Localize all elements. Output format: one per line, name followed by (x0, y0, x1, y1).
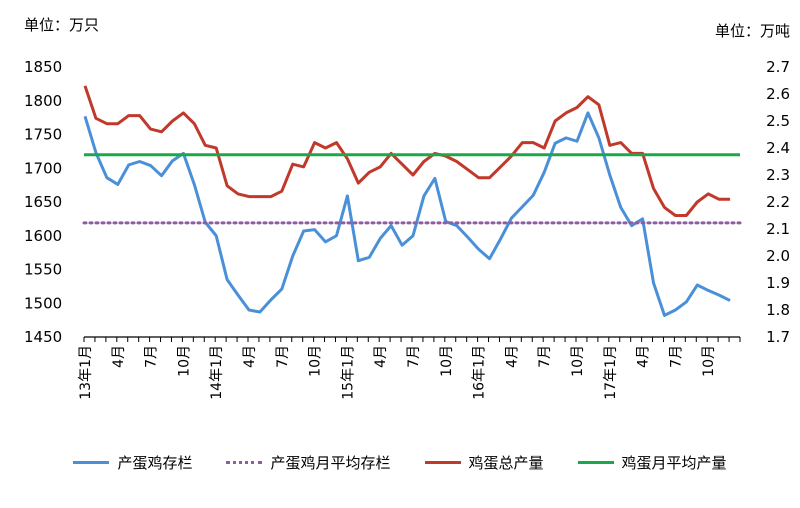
x-axis-tick-label: 4月 (504, 345, 520, 368)
left-axis-tick-label: 1650 (24, 193, 62, 211)
x-axis-tick-label: 17年1月 (603, 345, 619, 400)
right-axis-tick-label: 2.5 (766, 112, 790, 130)
legend-label: 产蛋鸡月平均存栏 (270, 452, 390, 473)
right-axis-tick-label: 2.2 (766, 193, 790, 211)
left-axis-tick-label: 1800 (24, 92, 62, 110)
legend-item-output: 鸡蛋总产量 (425, 452, 544, 473)
legend-label: 鸡蛋总产量 (469, 452, 544, 473)
left-axis-tick-label: 1450 (24, 328, 62, 346)
x-axis-tick-label: 10月 (701, 345, 717, 377)
legend-label: 鸡蛋月平均产量 (622, 452, 727, 473)
right-axis-tick-label: 2.4 (766, 139, 790, 157)
left-axis-tick-label: 1500 (24, 294, 62, 312)
legend-item-output_avg: 鸡蛋月平均产量 (578, 452, 727, 473)
right-axis-tick-label: 2.0 (766, 247, 790, 265)
x-axis-tick-label: 7月 (144, 345, 160, 368)
right-axis-tick-label: 1.7 (766, 328, 790, 346)
series-2-line (85, 86, 730, 216)
x-axis-tick-label: 10月 (570, 345, 586, 377)
right-axis-tick-label: 2.7 (766, 58, 790, 76)
legend-swatch (226, 461, 262, 464)
right-axis-tick-label: 2.6 (766, 85, 790, 103)
legend-swatch (425, 461, 461, 464)
x-axis-tick-label: 7月 (275, 345, 291, 368)
left-axis-tick-label: 1550 (24, 261, 62, 279)
left-axis-unit-label: 单位：万只 (24, 14, 99, 35)
x-axis-tick-label: 7月 (668, 345, 684, 368)
x-axis-tick-label: 4月 (373, 345, 389, 368)
x-axis-tick-label: 4月 (242, 345, 258, 368)
right-axis-tick-label: 2.3 (766, 166, 790, 184)
left-axis-tick-label: 1600 (24, 227, 62, 245)
left-axis-tick-label: 1700 (24, 159, 62, 177)
x-axis-tick-label: 4月 (111, 345, 127, 368)
right-axis-tick-label: 2.1 (766, 220, 790, 238)
right-axis-tick-label: 1.9 (766, 274, 790, 292)
x-axis-tick-label: 16年1月 (472, 345, 488, 400)
left-axis-tick-label: 1850 (24, 58, 62, 76)
x-axis-tick-label: 13年1月 (78, 345, 94, 400)
legend-item-stock_avg: 产蛋鸡月平均存栏 (226, 452, 390, 473)
legend-label: 产蛋鸡存栏 (117, 452, 192, 473)
left-axis-tick-label: 1750 (24, 126, 62, 144)
x-axis-tick-label: 4月 (636, 345, 652, 368)
x-axis-tick-label: 15年1月 (340, 345, 356, 400)
x-axis-tick-label: 10月 (439, 345, 455, 377)
series-0-line (85, 113, 730, 316)
x-axis-tick-label: 7月 (537, 345, 553, 368)
chart-legend: 产蛋鸡存栏 产蛋鸡月平均存栏 鸡蛋总产量 鸡蛋月平均产量 (0, 452, 800, 473)
x-axis-tick-label: 10月 (176, 345, 192, 377)
legend-swatch (73, 461, 109, 464)
x-axis-tick-label: 7月 (406, 345, 422, 368)
right-axis-unit-label: 单位：万吨 (715, 20, 790, 41)
x-axis-tick-label: 14年1月 (209, 345, 225, 400)
legend-swatch (578, 461, 614, 464)
right-axis-tick-label: 1.8 (766, 301, 790, 319)
x-axis-tick-label: 10月 (308, 345, 324, 377)
legend-item-stock: 产蛋鸡存栏 (73, 452, 192, 473)
